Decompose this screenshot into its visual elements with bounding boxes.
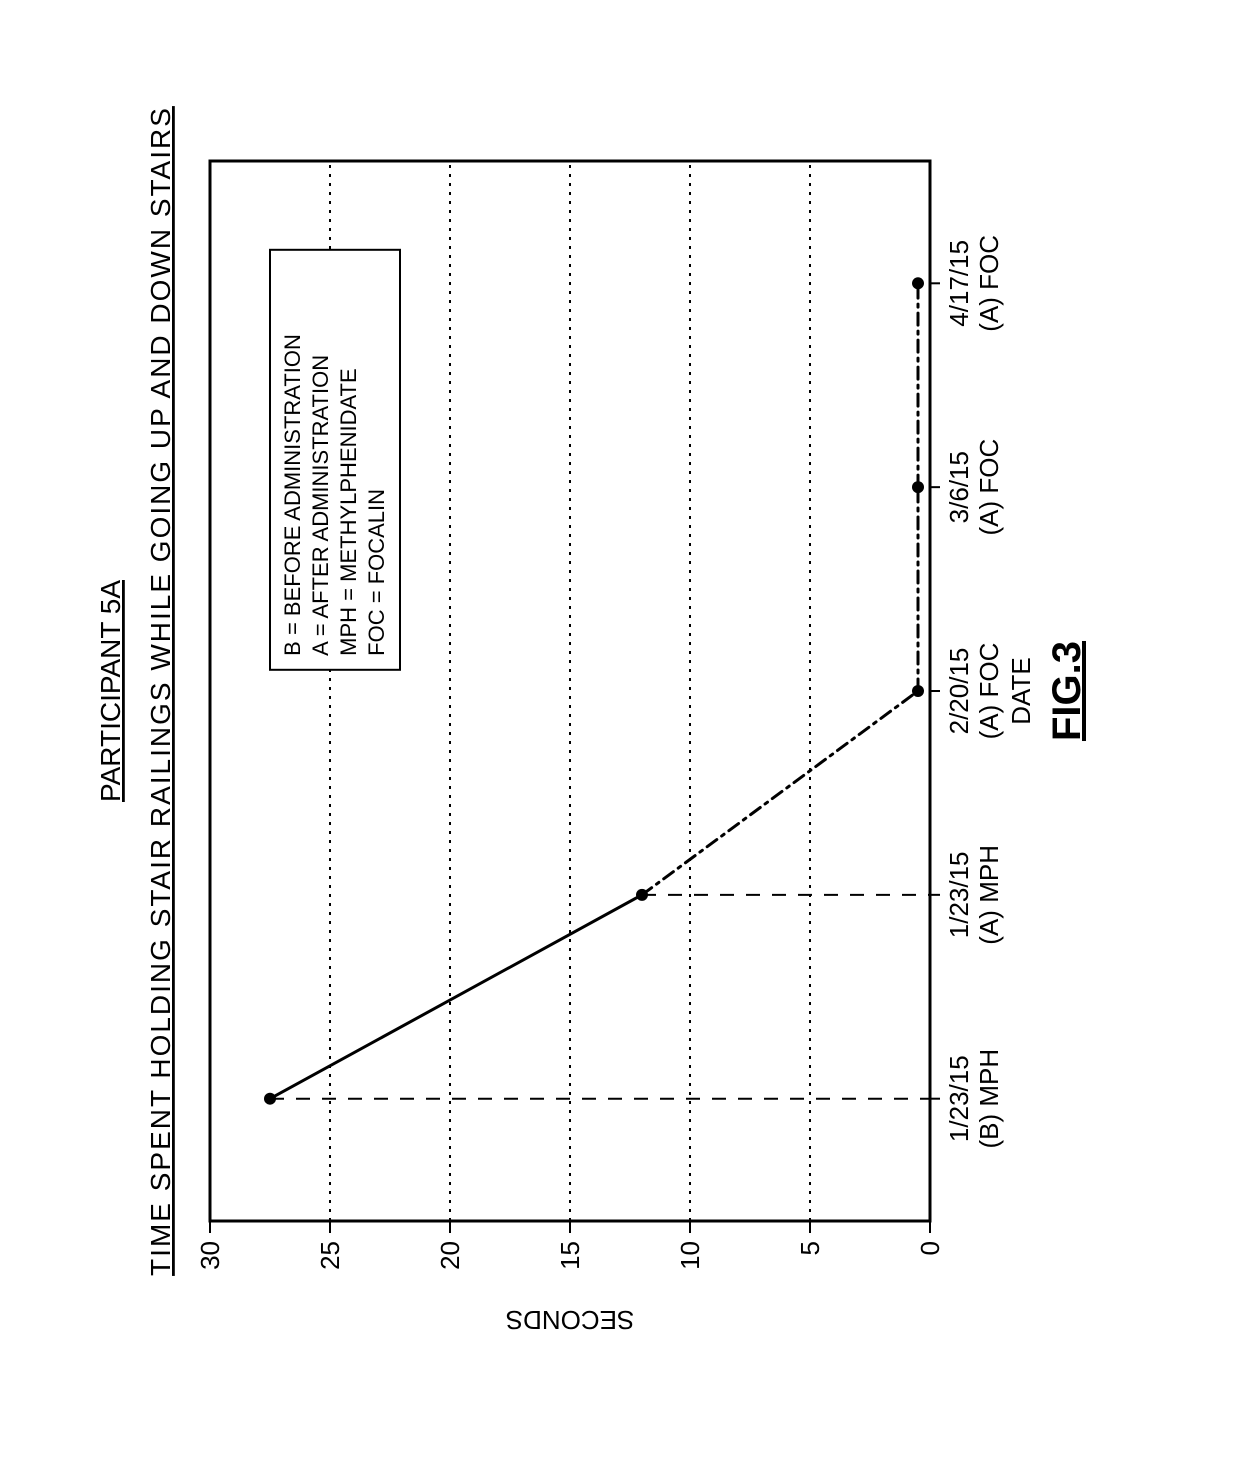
y-tick-label: 10 (675, 1241, 705, 1270)
x-tick-date: 3/6/15 (944, 451, 974, 523)
legend-line: FOC = FOCALIN (364, 489, 389, 656)
x-tick-cond: (A) MPH (974, 845, 1004, 945)
y-tick-label: 20 (435, 1241, 465, 1270)
x-tick-cond: (A) FOC (974, 439, 1004, 536)
y-axis-label: SECONDS (506, 1305, 635, 1335)
y-tick-label: 0 (915, 1241, 945, 1255)
chart-title: TIME SPENT HOLDING STAIR RAILINGS WHILE … (145, 106, 176, 1276)
x-tick-cond: (B) MPH (974, 1049, 1004, 1149)
x-tick-cond: (A) FOC (974, 643, 1004, 740)
x-tick-date: 2/20/15 (944, 648, 974, 735)
legend-line: B = BEFORE ADMINISTRATION (280, 334, 305, 656)
x-axis-label: DATE (1006, 657, 1036, 724)
figure-label: FIG.3 (1045, 641, 1089, 741)
data-marker (912, 481, 924, 493)
x-tick-date: 4/17/15 (944, 240, 974, 327)
line-chart: PARTICIPANT 5A TIME SPENT HOLDING STAIR R… (0, 0, 1240, 1481)
x-tick-date: 1/23/15 (944, 851, 974, 938)
x-tick-cond: (A) FOC (974, 235, 1004, 332)
participant-label: PARTICIPANT 5A (95, 580, 126, 802)
y-tick-label: 15 (555, 1241, 585, 1270)
y-tick-label: 5 (795, 1241, 825, 1255)
data-marker (912, 685, 924, 697)
x-tick-date: 1/23/15 (944, 1055, 974, 1142)
data-marker (264, 1093, 276, 1105)
y-tick-label: 30 (195, 1241, 225, 1270)
legend-line: MPH = METHYLPHENIDATE (336, 368, 361, 655)
legend-line: A = AFTER ADMINISTRATION (308, 355, 333, 656)
data-marker (912, 277, 924, 289)
data-marker (636, 889, 648, 901)
y-tick-label: 25 (315, 1241, 345, 1270)
